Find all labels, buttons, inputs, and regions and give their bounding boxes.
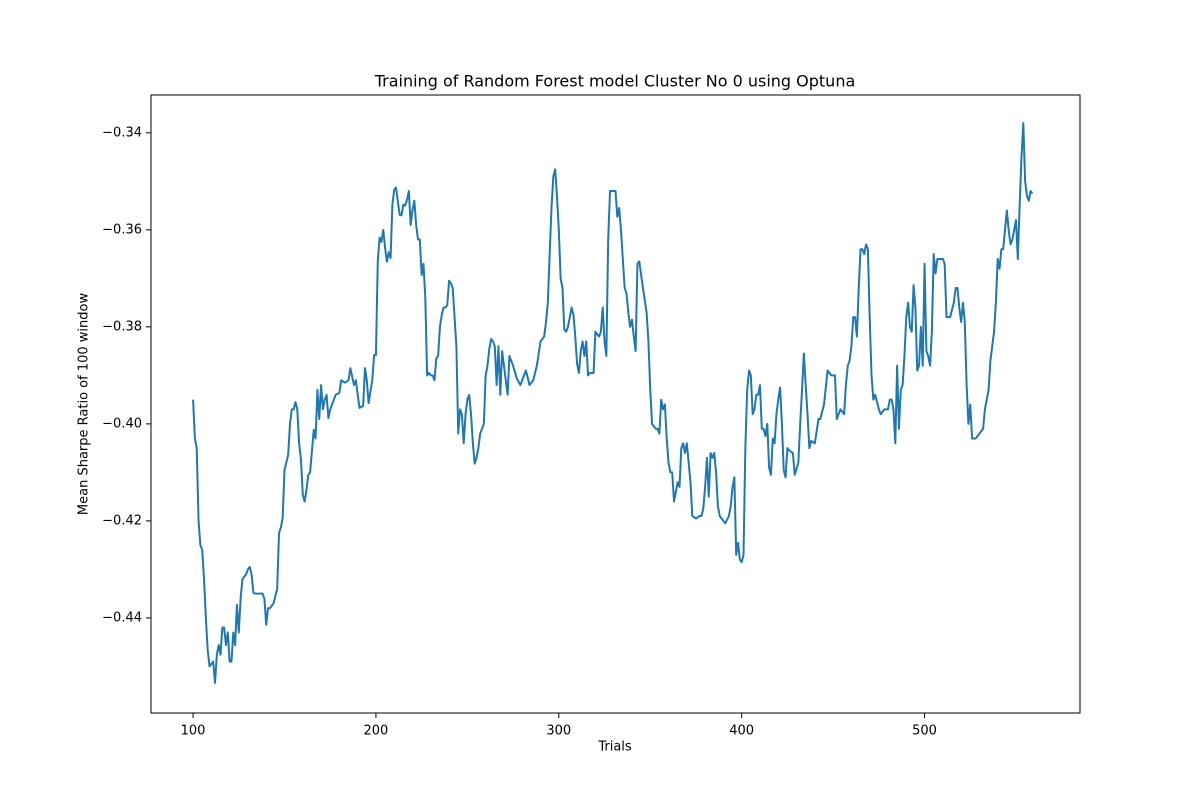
y-tick-label: −0.42: [102, 513, 142, 528]
y-tick-label: −0.34: [102, 125, 142, 140]
y-axis-label: Mean Sharpe Ratio of 100 window: [77, 293, 92, 516]
y-tick-label: −0.38: [102, 319, 142, 334]
y-tick-label: −0.44: [102, 610, 142, 625]
x-tick-label: 100: [181, 724, 206, 739]
chart-title: Training of Random Forest model Cluster …: [374, 72, 856, 91]
y-tick-label: −0.40: [102, 416, 142, 431]
x-tick-label: 400: [729, 724, 754, 739]
x-axis-label: Trials: [597, 740, 632, 755]
x-tick-label: 200: [364, 724, 389, 739]
x-tick-label: 300: [546, 724, 571, 739]
data-line: [192, 122, 1034, 684]
plot-frame: [150, 94, 1081, 714]
x-tick-label: 500: [912, 724, 937, 739]
y-tick-label: −0.36: [102, 222, 142, 237]
